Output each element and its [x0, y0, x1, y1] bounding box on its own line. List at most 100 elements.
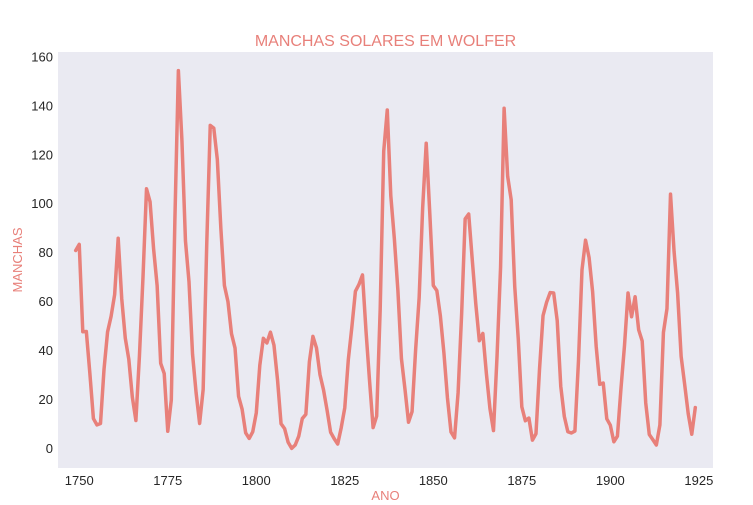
data-point — [378, 307, 382, 311]
data-point — [81, 330, 84, 333]
data-point — [166, 430, 169, 433]
data-point — [478, 339, 481, 342]
data-point — [400, 357, 403, 360]
data-point — [513, 285, 516, 288]
data-point — [609, 423, 612, 427]
data-point — [163, 372, 166, 375]
data-point — [375, 414, 378, 418]
data-point — [187, 280, 191, 283]
data-point — [294, 443, 297, 447]
data-point — [414, 349, 417, 352]
data-point — [343, 406, 346, 409]
data-point — [145, 187, 148, 190]
data-point — [226, 300, 230, 303]
data-point — [364, 330, 368, 333]
data-point — [92, 417, 95, 420]
data-point — [102, 367, 106, 371]
data-point — [301, 417, 304, 420]
data-point — [180, 139, 184, 142]
data-point — [347, 358, 350, 361]
data-point — [205, 244, 208, 247]
data-point — [648, 433, 651, 436]
data-point — [315, 346, 318, 350]
x-tick-label: 1750 — [65, 473, 94, 488]
data-point — [559, 385, 562, 388]
data-point — [573, 429, 577, 433]
data-point — [279, 422, 283, 425]
data-point — [78, 243, 81, 246]
data-point — [467, 212, 470, 216]
data-point — [694, 406, 697, 409]
data-point — [552, 291, 555, 295]
data-point — [244, 431, 247, 434]
data-point — [619, 387, 623, 390]
data-point — [672, 249, 676, 253]
data-point — [371, 426, 375, 429]
data-point — [456, 391, 460, 395]
data-point — [148, 200, 152, 203]
y-tick-label: 120 — [31, 147, 53, 162]
data-point — [403, 388, 407, 391]
y-tick-label: 20 — [39, 392, 53, 407]
data-point — [368, 379, 371, 383]
data-point — [113, 293, 116, 296]
data-point — [425, 142, 428, 145]
data-point — [566, 430, 570, 433]
data-point — [584, 238, 587, 242]
data-point — [665, 307, 669, 310]
data-point — [644, 401, 647, 405]
y-tick-label: 0 — [46, 441, 53, 456]
data-point — [88, 372, 92, 375]
data-point — [106, 330, 109, 334]
data-point — [74, 249, 77, 252]
data-point — [421, 206, 424, 209]
data-point — [587, 256, 591, 259]
data-point — [159, 362, 162, 365]
x-tick-label: 1850 — [419, 473, 448, 488]
data-point — [687, 412, 690, 415]
data-point — [442, 351, 446, 355]
data-point — [99, 422, 102, 425]
x-axis-ticks: 1750 1775 1800 1825 1850 1875 1900 1925 — [65, 473, 714, 488]
data-point — [676, 291, 679, 294]
data-point — [495, 355, 499, 358]
data-point — [598, 383, 601, 386]
data-point — [134, 419, 138, 422]
data-point — [669, 192, 672, 196]
data-point — [531, 438, 534, 442]
data-point — [120, 297, 123, 300]
x-axis-label: ANO — [371, 488, 399, 503]
data-point — [651, 438, 655, 441]
data-point — [541, 314, 545, 317]
data-point — [230, 332, 233, 335]
data-point — [471, 258, 474, 261]
data-point — [439, 314, 442, 318]
data-point — [201, 388, 205, 391]
data-point — [124, 336, 127, 340]
data-point — [485, 372, 488, 375]
data-point — [311, 335, 315, 338]
data-point — [453, 436, 456, 440]
data-point — [350, 325, 354, 329]
data-point — [191, 353, 194, 356]
data-point — [683, 383, 686, 386]
x-tick-label: 1800 — [242, 473, 271, 488]
data-point — [184, 239, 187, 243]
data-point — [127, 358, 131, 361]
data-point — [591, 290, 594, 294]
y-tick-label: 60 — [39, 294, 53, 309]
data-point — [262, 337, 265, 340]
data-point — [155, 284, 159, 287]
data-point — [255, 411, 258, 415]
x-tick-label: 1775 — [153, 473, 182, 488]
x-tick-label: 1825 — [330, 473, 359, 488]
data-point — [286, 441, 290, 444]
data-point — [116, 237, 120, 240]
data-point — [332, 437, 336, 440]
data-point — [219, 227, 223, 230]
data-point — [170, 398, 173, 402]
data-point — [290, 447, 293, 450]
data-point — [633, 295, 637, 298]
data-point — [396, 289, 400, 292]
data-point — [272, 343, 276, 347]
